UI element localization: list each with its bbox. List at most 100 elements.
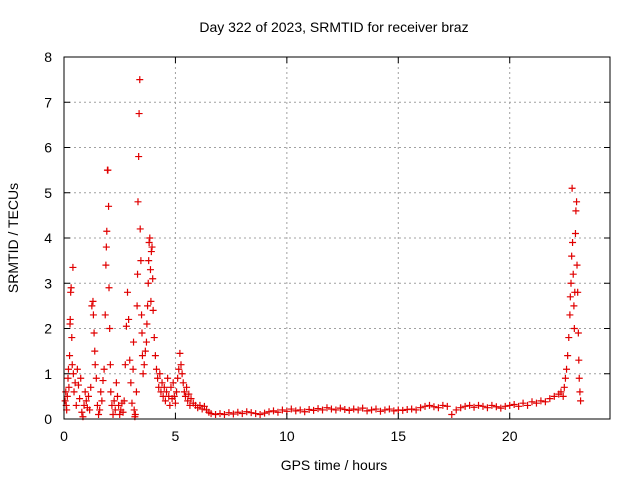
data-point bbox=[132, 388, 140, 396]
y-tick-label: 5 bbox=[44, 185, 52, 201]
data-point bbox=[574, 329, 582, 337]
data-point bbox=[146, 234, 154, 242]
data-point bbox=[141, 347, 149, 355]
data-point bbox=[130, 406, 138, 414]
data-point bbox=[64, 374, 72, 382]
y-tick-label: 7 bbox=[44, 94, 52, 110]
data-point bbox=[108, 401, 116, 409]
data-point bbox=[145, 239, 153, 247]
data-point bbox=[89, 311, 97, 319]
data-point bbox=[119, 408, 127, 416]
data-point bbox=[207, 410, 215, 418]
data-point bbox=[368, 406, 376, 414]
data-point bbox=[385, 405, 393, 413]
data-point bbox=[577, 397, 585, 405]
data-point bbox=[105, 284, 113, 292]
data-point bbox=[310, 406, 318, 414]
data-point bbox=[147, 297, 155, 305]
data-point bbox=[570, 302, 578, 310]
data-point bbox=[70, 388, 78, 396]
data-point bbox=[143, 320, 151, 328]
data-point bbox=[66, 315, 74, 323]
data-point bbox=[575, 356, 583, 364]
data-point bbox=[136, 225, 144, 233]
data-point bbox=[106, 361, 114, 369]
data-point bbox=[91, 361, 99, 369]
data-point bbox=[483, 404, 491, 412]
data-point bbox=[146, 266, 154, 274]
data-point bbox=[96, 406, 104, 414]
data-point bbox=[212, 410, 220, 418]
data-point bbox=[479, 402, 487, 410]
data-point bbox=[256, 410, 264, 418]
data-point bbox=[89, 297, 97, 305]
data-point bbox=[492, 403, 500, 411]
y-axis-title: SRMTID / TECUs bbox=[5, 183, 21, 293]
data-point bbox=[148, 243, 156, 251]
data-point bbox=[126, 356, 134, 364]
data-point bbox=[570, 325, 578, 332]
data-point bbox=[128, 399, 136, 407]
x-tick-label: 20 bbox=[502, 428, 518, 444]
data-point bbox=[528, 398, 536, 406]
data-point bbox=[76, 395, 84, 403]
data-point bbox=[243, 408, 251, 416]
data-point bbox=[178, 370, 186, 378]
data-point bbox=[66, 352, 74, 360]
data-point bbox=[85, 392, 93, 400]
y-tick-label: 0 bbox=[44, 411, 52, 427]
data-point bbox=[154, 374, 162, 382]
data-point bbox=[139, 370, 147, 378]
data-point bbox=[323, 404, 331, 412]
x-tick-label: 5 bbox=[172, 428, 180, 444]
grid-lines bbox=[64, 57, 610, 419]
data-point bbox=[131, 410, 139, 418]
data-point bbox=[137, 257, 145, 265]
data-point bbox=[173, 388, 181, 396]
data-point bbox=[196, 401, 204, 409]
data-point bbox=[564, 352, 572, 360]
data-point bbox=[86, 406, 94, 414]
data-point bbox=[149, 275, 157, 283]
data-point bbox=[122, 322, 130, 330]
data-point bbox=[138, 329, 146, 337]
data-point bbox=[301, 408, 309, 416]
data-point bbox=[61, 397, 69, 405]
data-point bbox=[560, 383, 568, 391]
data-point bbox=[121, 361, 129, 369]
data-point bbox=[68, 361, 76, 369]
data-point bbox=[129, 365, 137, 373]
data-point bbox=[81, 388, 89, 396]
data-point bbox=[269, 407, 277, 415]
data-point bbox=[359, 404, 367, 412]
data-point bbox=[179, 379, 187, 387]
y-tick-label: 3 bbox=[44, 275, 52, 291]
data-point bbox=[573, 261, 581, 269]
data-point bbox=[569, 270, 577, 278]
data-point bbox=[102, 261, 110, 269]
data-point bbox=[160, 383, 168, 391]
data-point bbox=[167, 383, 175, 391]
data-point bbox=[287, 405, 295, 413]
data-point bbox=[274, 408, 282, 416]
data-point bbox=[127, 379, 135, 387]
y-tick-label: 6 bbox=[44, 140, 52, 156]
data-point bbox=[515, 402, 523, 410]
data-point bbox=[98, 397, 106, 405]
data-point bbox=[142, 338, 150, 346]
data-point bbox=[220, 410, 228, 418]
data-point bbox=[185, 390, 193, 398]
data-point bbox=[399, 406, 407, 414]
data-point bbox=[524, 401, 532, 409]
data-point bbox=[376, 407, 384, 415]
data-point bbox=[120, 397, 128, 405]
data-point bbox=[63, 392, 71, 400]
data-point bbox=[510, 401, 518, 409]
data-point bbox=[561, 374, 569, 382]
data-point bbox=[161, 397, 169, 405]
data-point bbox=[149, 306, 157, 314]
data-point bbox=[350, 405, 358, 413]
data-point bbox=[567, 279, 575, 287]
data-point bbox=[541, 398, 549, 406]
data-point bbox=[92, 374, 100, 382]
